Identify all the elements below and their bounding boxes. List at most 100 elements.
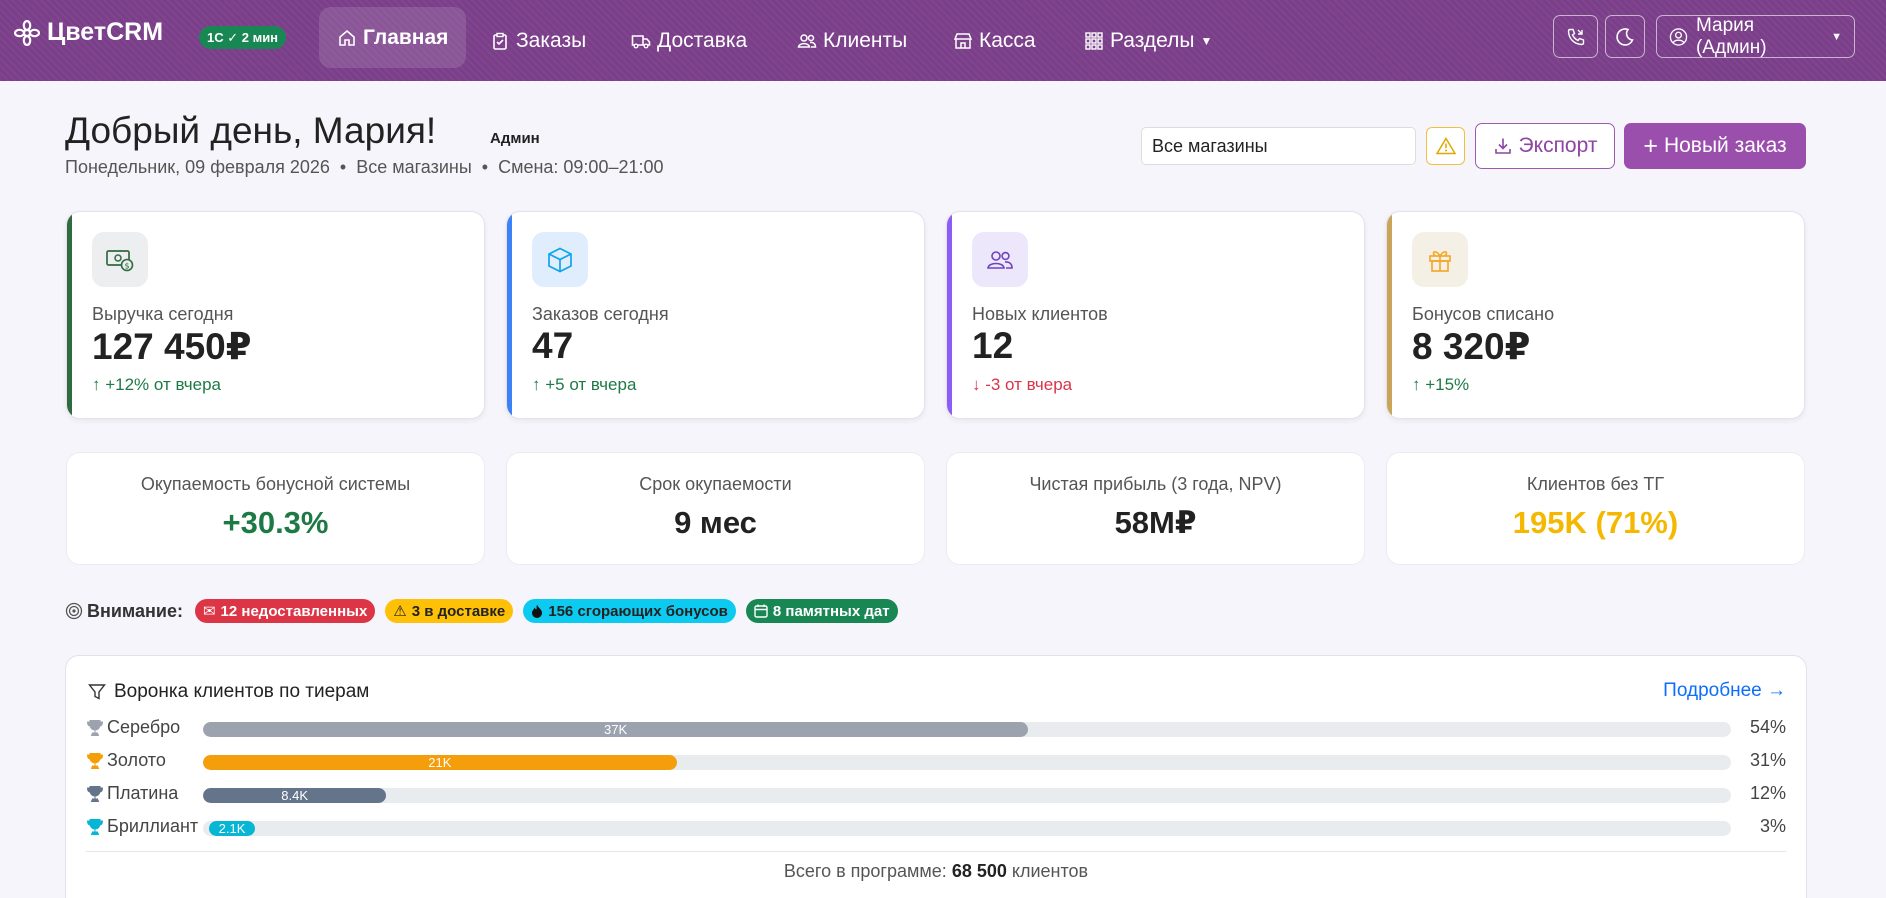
fire-icon: [532, 604, 543, 618]
store-select[interactable]: Все магазины: [1141, 127, 1416, 165]
tier-percent: 31%: [1749, 750, 1786, 770]
plus-icon: +: [1643, 131, 1658, 160]
kpi-value: 127 450₽: [92, 326, 252, 367]
alert-pill-undelivered[interactable]: ✉ 12 недоставленных: [194, 599, 376, 623]
nav-delivery[interactable]: Доставка: [631, 0, 747, 81]
stat-label: Срок окупаемости: [639, 474, 792, 494]
nav-clients-label: Клиенты: [823, 28, 908, 52]
tier-funnel-card: Воронка клиентов по тиерам Подробнее → С…: [65, 655, 1807, 898]
tier-label: Золото: [86, 750, 166, 771]
new-order-button[interactable]: + Новый заказ: [1624, 123, 1806, 169]
clipboard-icon: [493, 32, 507, 50]
kpi-value: 12: [972, 325, 1014, 366]
users-icon: [972, 232, 1028, 287]
alert-pill-label: 3 в доставке: [411, 602, 506, 620]
tier-name: Платина: [107, 783, 179, 803]
funnel-details-link[interactable]: Подробнее →: [1663, 680, 1786, 701]
funnel-total-prefix: Всего в программе:: [783, 861, 947, 881]
tier-bar-track: 8.4K: [203, 788, 1731, 803]
call-button[interactable]: [1553, 15, 1598, 58]
theme-toggle-button[interactable]: [1605, 15, 1645, 58]
tier-row: Бриллиант 2.1K 3%: [86, 816, 1786, 842]
attention-bar: Внимание: ✉ 12 недоставленных ⚠ 3 в дост…: [65, 599, 898, 623]
stat-value: 195K (71%): [1512, 505, 1679, 540]
home-icon: [339, 29, 355, 46]
stat-card-net-profit: Чистая прибыль (3 года, NPV) 58М₽: [946, 452, 1365, 565]
calendar-icon: [754, 604, 768, 618]
kpi-value: 47: [532, 325, 574, 366]
funnel-title-text: Воронка клиентов по тиерам: [114, 681, 370, 702]
stat-card-clients-without-tg: Клиентов без ТГ 195K (71%): [1386, 452, 1805, 565]
attention-title: Внимание:: [65, 601, 183, 622]
alert-pill-label: 12 недоставленных: [220, 602, 368, 620]
phone-icon: [1567, 28, 1584, 45]
shop-icon: [953, 32, 973, 49]
tier-bar-track: 21K: [203, 755, 1731, 770]
alert-pill-in-delivery[interactable]: ⚠ 3 в доставке: [385, 599, 514, 623]
stat-label: Чистая прибыль (3 года, NPV): [1029, 474, 1282, 494]
users-icon: [797, 33, 817, 48]
tier-percent: 54%: [1749, 717, 1786, 737]
caret-down-icon: ▼: [1200, 33, 1213, 48]
tier-percent: 3%: [1759, 816, 1786, 836]
page-title: Добрый день, Мария!: [65, 110, 437, 151]
tier-row: Серебро 37K 54%: [86, 717, 1786, 743]
user-menu-button[interactable]: Мария (Админ) ▼: [1656, 15, 1855, 58]
nav-clients[interactable]: Клиенты: [797, 0, 907, 81]
tier-bar-track: 37K: [203, 722, 1731, 737]
kpi-delta: ↑ +12% от вчера: [92, 375, 221, 394]
kpi-delta: ↑ +15%: [1412, 375, 1470, 394]
nav-home[interactable]: Главная: [319, 7, 467, 68]
role-badge: Админ: [490, 130, 540, 147]
alerts-button[interactable]: [1426, 127, 1465, 165]
filter-icon: [88, 684, 106, 700]
alert-pill-expiring-bonuses[interactable]: 156 сгорающих бонусов: [523, 599, 736, 623]
truck-icon: [631, 34, 651, 48]
nav-cashier[interactable]: Касса: [953, 0, 1036, 81]
moon-icon: [1616, 27, 1634, 46]
nav-delivery-label: Доставка: [657, 28, 748, 52]
tier-name: Бриллиант: [107, 816, 199, 836]
envelope-x-icon: ✉: [202, 603, 216, 620]
tier-bar-fill: 8.4K: [203, 788, 387, 803]
stat-value: 58М₽: [1114, 505, 1197, 540]
kpi-value: 8 320₽: [1412, 326, 1531, 367]
brand-logo[interactable]: ЦветCRM: [14, 18, 163, 47]
alert-pill-label: 8 памятных дат: [772, 602, 890, 620]
nav-cashier-label: Касса: [979, 28, 1036, 52]
target-icon: [65, 602, 83, 620]
export-button[interactable]: Экспорт: [1475, 123, 1615, 169]
kpi-label: Новых клиентов: [972, 304, 1108, 324]
nav-orders[interactable]: Заказы: [490, 0, 586, 81]
nav-home-label: Главная: [363, 25, 449, 49]
tier-label: Платина: [86, 783, 178, 804]
money-icon: $: [92, 232, 148, 287]
kpi-card-orders: Заказов сегодня 47 ↑ +5 от вчера: [506, 211, 925, 419]
nav-orders-label: Заказы: [516, 28, 587, 52]
stat-value: +30.3%: [222, 505, 329, 540]
new-order-label: Новый заказ: [1663, 134, 1787, 157]
stat-card-payback-period: Срок окупаемости 9 мес: [506, 452, 925, 565]
tier-percent: 12%: [1749, 783, 1786, 803]
export-label: Экспорт: [1518, 134, 1598, 157]
kpi-card-revenue: $ Выручка сегодня 127 450₽ ↑ +12% от вче…: [66, 211, 485, 419]
tier-bar-track: 2.1K: [203, 821, 1731, 836]
top-navbar: ЦветCRM 1С ✓ 2 мин Главная Заказы Достав…: [0, 0, 1886, 81]
kpi-card-bonuses: Бонусов списано 8 320₽ ↑ +15%: [1386, 211, 1805, 419]
tier-bar-fill: 21K: [203, 755, 677, 770]
tier-name: Золото: [107, 750, 166, 770]
box-icon: [532, 232, 588, 287]
nav-sections-label: Разделы: [1110, 28, 1195, 52]
tier-row: Золото 21K 31%: [86, 750, 1786, 776]
gift-icon: [1412, 232, 1468, 287]
sync-status-badge: 1С ✓ 2 мин: [199, 26, 287, 49]
nav-sections-dropdown[interactable]: Разделы ▼: [1084, 0, 1212, 81]
funnel-title: Воронка клиентов по тиерам: [88, 681, 369, 703]
stat-label: Окупаемость бонусной системы: [140, 474, 411, 494]
grid-icon: [1085, 31, 1103, 50]
kpi-label: Выручка сегодня: [92, 304, 234, 324]
trophy-icon: [86, 818, 104, 835]
tier-label: Серебро: [86, 717, 180, 738]
alert-pill-memorable-dates[interactable]: 8 памятных дат: [745, 599, 898, 623]
kpi-label: Заказов сегодня: [532, 304, 669, 324]
